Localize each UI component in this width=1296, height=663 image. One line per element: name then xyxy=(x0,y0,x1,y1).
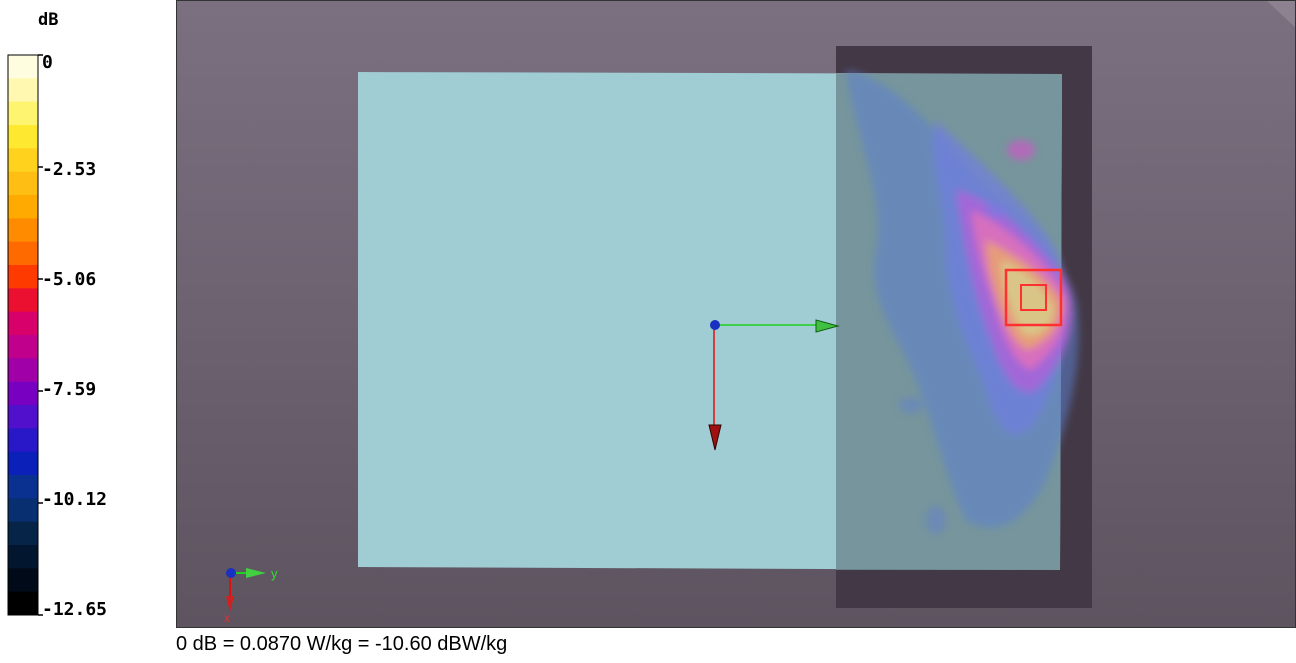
colorbar-segment xyxy=(8,218,38,243)
colorbar-segment xyxy=(8,451,38,476)
scene-canvas: y x xyxy=(176,0,1296,628)
colorbar-segment xyxy=(8,335,38,359)
colorbar-segment xyxy=(8,545,38,569)
colorbar-tick-2: -5.06 xyxy=(42,269,97,290)
reference-value: 0 dB = 0.0870 W/kg = -10.60 dBW/kg xyxy=(176,633,508,655)
sar-3d-viewport[interactable]: y x xyxy=(176,0,1296,628)
origin-axes xyxy=(708,319,840,451)
colorbar-segment xyxy=(8,148,38,173)
colorbar-segment xyxy=(8,358,38,383)
colorbar-segment xyxy=(8,125,38,149)
axes-triad-icon: y x xyxy=(224,566,278,625)
colorbar-segment xyxy=(8,498,38,523)
colorbar-segment xyxy=(8,195,38,219)
colorbar-segment xyxy=(8,311,38,336)
colorbar-segment xyxy=(8,101,38,126)
axis-label-y: y xyxy=(271,566,278,581)
zoom-scan-inner-box xyxy=(1020,284,1047,311)
colorbar-segment xyxy=(8,241,38,266)
colorbar-segment xyxy=(8,288,38,313)
colorbar-segment xyxy=(8,568,38,593)
colorbar-tick-3: -7.59 xyxy=(42,379,97,400)
colorbar-segment xyxy=(8,55,38,79)
colorbar-tick-0: 0 xyxy=(42,52,53,73)
colorbar-segment xyxy=(8,591,38,616)
colorbar-gradient xyxy=(7,54,43,616)
colorbar-segment xyxy=(8,381,38,406)
colorbar-segment xyxy=(8,475,38,499)
axis-label-x: x xyxy=(224,611,230,625)
zoom-scan-outer-box xyxy=(1004,268,1063,327)
colorbar-segment xyxy=(8,78,38,103)
colorbar-tick-5: -12.65 xyxy=(42,599,108,620)
colorbar-border xyxy=(7,54,39,616)
colorbar-segment xyxy=(8,428,38,453)
colorbar-segment xyxy=(8,521,38,546)
colorbar-tick-4: -10.12 xyxy=(42,489,108,510)
colorbar-unit: dB xyxy=(38,10,59,30)
colorbar-legend: dB 0 -2.53 -5.06 -7.59 -10.12 -12.65 xyxy=(0,0,170,630)
colorbar-segment xyxy=(8,405,38,429)
colorbar-segment xyxy=(8,171,38,196)
sar-distribution xyxy=(846,70,1079,534)
colorbar-segment xyxy=(8,265,38,289)
colorbar-tick-1: -2.53 xyxy=(42,159,97,180)
corner-shade xyxy=(1266,0,1296,28)
